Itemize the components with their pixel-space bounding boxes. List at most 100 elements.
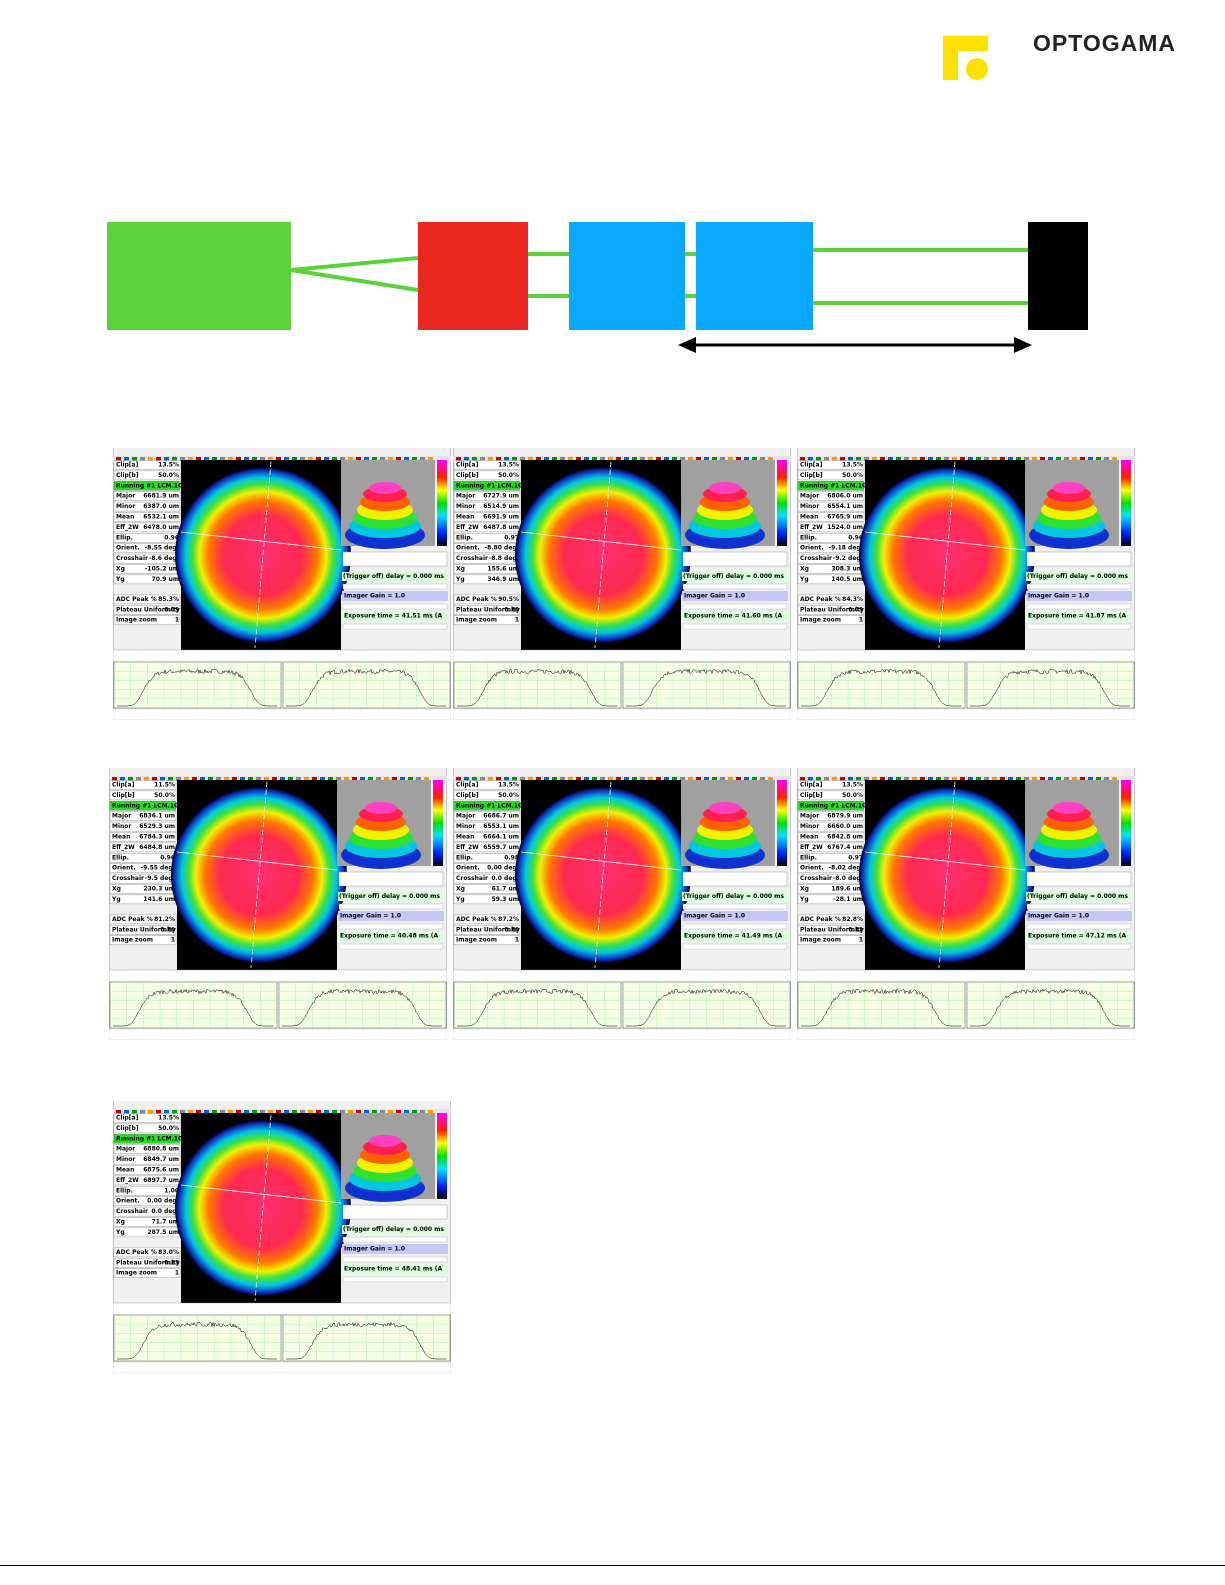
row-value: 0.10 xyxy=(160,926,175,933)
slider xyxy=(1026,603,1132,610)
toolbar-icon xyxy=(376,777,381,781)
row-value: 13.5% xyxy=(842,782,863,789)
toolbar-icon xyxy=(840,457,845,461)
status-row xyxy=(453,481,521,491)
row-label: Clip[b] xyxy=(456,792,479,799)
profile-trace xyxy=(801,668,961,707)
toolbar-icon xyxy=(704,777,709,781)
table-row xyxy=(113,1247,181,1258)
row-label: Ellip. xyxy=(800,854,817,861)
row-label: Clip[a] xyxy=(456,462,479,469)
toolbar-icon xyxy=(148,457,153,461)
toolbar-icon xyxy=(180,1110,185,1114)
row-value: 6767.4 um xyxy=(827,844,863,851)
exposure-row xyxy=(1026,931,1132,941)
toolbar-icon xyxy=(420,1110,425,1114)
table-row xyxy=(797,615,865,625)
toolbar-icon xyxy=(832,777,837,781)
row-label: Ellip. xyxy=(456,854,473,861)
toolbar-icon xyxy=(752,777,757,781)
table-row xyxy=(453,501,521,512)
row-label: Image zoom xyxy=(800,617,841,624)
row-value: 6529.3 um xyxy=(139,823,175,830)
toolbar-icon xyxy=(1072,457,1077,461)
row-label: Mean xyxy=(800,834,818,841)
row-label: Xg xyxy=(800,566,809,573)
toolbar-icon xyxy=(352,777,357,781)
row-value: 50.0% xyxy=(842,472,863,479)
toolbar-icon xyxy=(600,457,605,461)
row-value: 1524.0 um xyxy=(827,524,863,531)
status-label: Running #1 LCM.10 xyxy=(116,1135,182,1142)
title-bar xyxy=(453,760,791,768)
row-label: Crosshair xyxy=(116,555,148,562)
color-bar xyxy=(777,780,787,866)
row-label: Eff_2W xyxy=(116,524,139,531)
row-value: -8.55 deg. xyxy=(145,545,179,552)
profile-trace xyxy=(626,988,786,1027)
row-label: Mean xyxy=(456,834,474,841)
row-label: ADC Peak % xyxy=(456,596,497,603)
row-label: Eff_2W xyxy=(456,524,479,531)
toolbar-icon xyxy=(760,457,765,461)
toolbar-icon xyxy=(380,1110,385,1114)
toolbar-icon xyxy=(284,1110,289,1114)
toolbar-icon xyxy=(816,457,821,461)
imager-gain: Imager Gain = 1.0 xyxy=(684,913,745,920)
toolbar-icon xyxy=(420,457,425,461)
slider xyxy=(682,923,788,930)
table-row xyxy=(113,605,181,615)
slider xyxy=(338,903,444,910)
table-row xyxy=(113,1144,181,1154)
row-label: Clip[a] xyxy=(456,782,479,789)
toolbar-icon xyxy=(112,777,117,781)
profiler-screenshot: Clip[a] 13.5% Clip[b] 50.0% Running #1 LCM.1… xyxy=(113,1093,451,1373)
toolbar xyxy=(113,456,451,462)
toolbar-icon xyxy=(504,777,509,781)
table-row xyxy=(113,615,181,625)
slider xyxy=(1026,583,1132,590)
row-value: 50.0% xyxy=(498,472,519,479)
toolbar-icon xyxy=(124,457,129,461)
table-row xyxy=(453,470,521,481)
title-bar xyxy=(113,440,451,448)
toolbar-icon xyxy=(800,457,805,461)
toolbar-icon xyxy=(640,777,645,781)
toolbar-icon xyxy=(220,1110,225,1114)
table-row xyxy=(797,491,865,501)
exposure-time: Exposure time = 41.87 ms (A xyxy=(1028,613,1127,620)
row-value: 6806.0 um xyxy=(827,493,863,500)
toolbar-icon xyxy=(680,777,685,781)
row-value: 6879.9 um xyxy=(827,813,863,820)
row-value: 0.0 deg. xyxy=(491,875,519,882)
toolbar-icon xyxy=(1016,457,1021,461)
toolbar-icon xyxy=(536,777,541,781)
table-row xyxy=(113,1123,181,1134)
row-value: -8.0 deg. xyxy=(833,875,863,882)
toolbar-icon xyxy=(584,777,589,781)
toolbar-icon xyxy=(528,777,533,781)
table-row xyxy=(797,821,865,832)
table-row xyxy=(113,512,181,522)
table-row xyxy=(453,594,521,605)
toolbar-icon xyxy=(496,777,501,781)
row-label: ADC Peak % xyxy=(116,1249,157,1256)
row-value: 0.98 xyxy=(504,854,519,861)
toolbar-icon xyxy=(1032,777,1037,781)
toolbar-icon xyxy=(1112,457,1117,461)
beam-spot xyxy=(175,1120,351,1296)
table-row xyxy=(797,460,865,470)
row-value: 0.12 xyxy=(848,926,863,933)
row-value: 6664.1 um xyxy=(483,834,519,841)
toolbar-icon xyxy=(1104,457,1109,461)
row-label: Xg xyxy=(112,886,121,893)
imager-gain: Imager Gain = 1.0 xyxy=(1028,593,1089,600)
table-row xyxy=(109,935,177,945)
row-label: Xg xyxy=(116,1219,125,1226)
table-row xyxy=(113,594,181,605)
table-row xyxy=(109,914,177,925)
row-label: Xg xyxy=(456,566,465,573)
toolbar-icon xyxy=(512,777,517,781)
crosshair xyxy=(594,461,612,649)
toolbar-icon xyxy=(292,1110,297,1114)
